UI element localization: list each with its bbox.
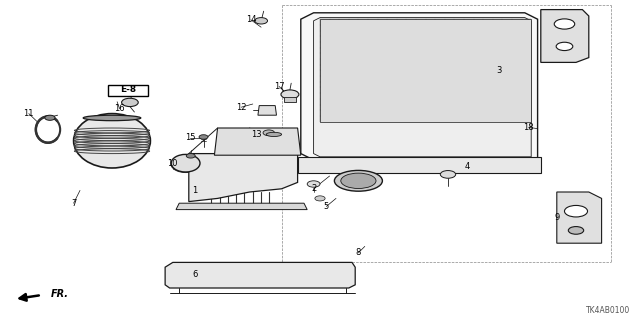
Circle shape	[263, 130, 275, 136]
Text: 18: 18	[524, 123, 534, 132]
Circle shape	[568, 227, 584, 234]
Polygon shape	[189, 154, 298, 202]
Text: 5: 5	[324, 202, 329, 211]
Ellipse shape	[83, 115, 141, 121]
Text: 7: 7	[71, 199, 76, 208]
Text: 9: 9	[554, 213, 559, 222]
Text: 3: 3	[497, 66, 502, 75]
Text: 2: 2	[311, 184, 316, 193]
Polygon shape	[258, 106, 276, 115]
Circle shape	[199, 135, 208, 139]
Text: 11: 11	[24, 109, 34, 118]
Bar	[320, 19, 531, 122]
Ellipse shape	[335, 170, 383, 191]
Circle shape	[564, 205, 588, 217]
Circle shape	[45, 115, 55, 120]
Text: E-8: E-8	[120, 85, 136, 94]
Polygon shape	[176, 203, 307, 210]
Text: 15: 15	[185, 133, 195, 142]
Text: TK4AB0100: TK4AB0100	[586, 306, 630, 315]
Polygon shape	[165, 262, 355, 288]
Ellipse shape	[172, 154, 200, 172]
Text: 12: 12	[236, 103, 246, 112]
Ellipse shape	[74, 114, 150, 168]
Text: 13: 13	[251, 130, 261, 139]
Circle shape	[122, 98, 138, 107]
Text: 6: 6	[193, 270, 198, 279]
Circle shape	[186, 154, 195, 158]
Circle shape	[315, 196, 325, 201]
Polygon shape	[214, 128, 301, 155]
Text: 10: 10	[168, 159, 178, 168]
Text: 17: 17	[274, 82, 284, 91]
Text: FR.: FR.	[51, 289, 69, 300]
Ellipse shape	[266, 132, 282, 136]
Text: 8: 8	[356, 248, 361, 257]
Text: 4: 4	[465, 162, 470, 171]
Polygon shape	[301, 13, 538, 160]
Polygon shape	[298, 157, 541, 173]
Ellipse shape	[341, 173, 376, 188]
Polygon shape	[557, 192, 602, 243]
Text: 1: 1	[193, 186, 198, 195]
Circle shape	[440, 171, 456, 178]
Circle shape	[255, 18, 268, 24]
Polygon shape	[541, 10, 589, 62]
FancyBboxPatch shape	[108, 85, 148, 96]
Polygon shape	[314, 18, 531, 157]
Text: 14: 14	[246, 15, 256, 24]
Circle shape	[281, 90, 299, 99]
Circle shape	[554, 19, 575, 29]
Text: 16: 16	[115, 104, 125, 113]
Polygon shape	[284, 97, 296, 102]
Circle shape	[556, 42, 573, 51]
Circle shape	[307, 181, 320, 187]
